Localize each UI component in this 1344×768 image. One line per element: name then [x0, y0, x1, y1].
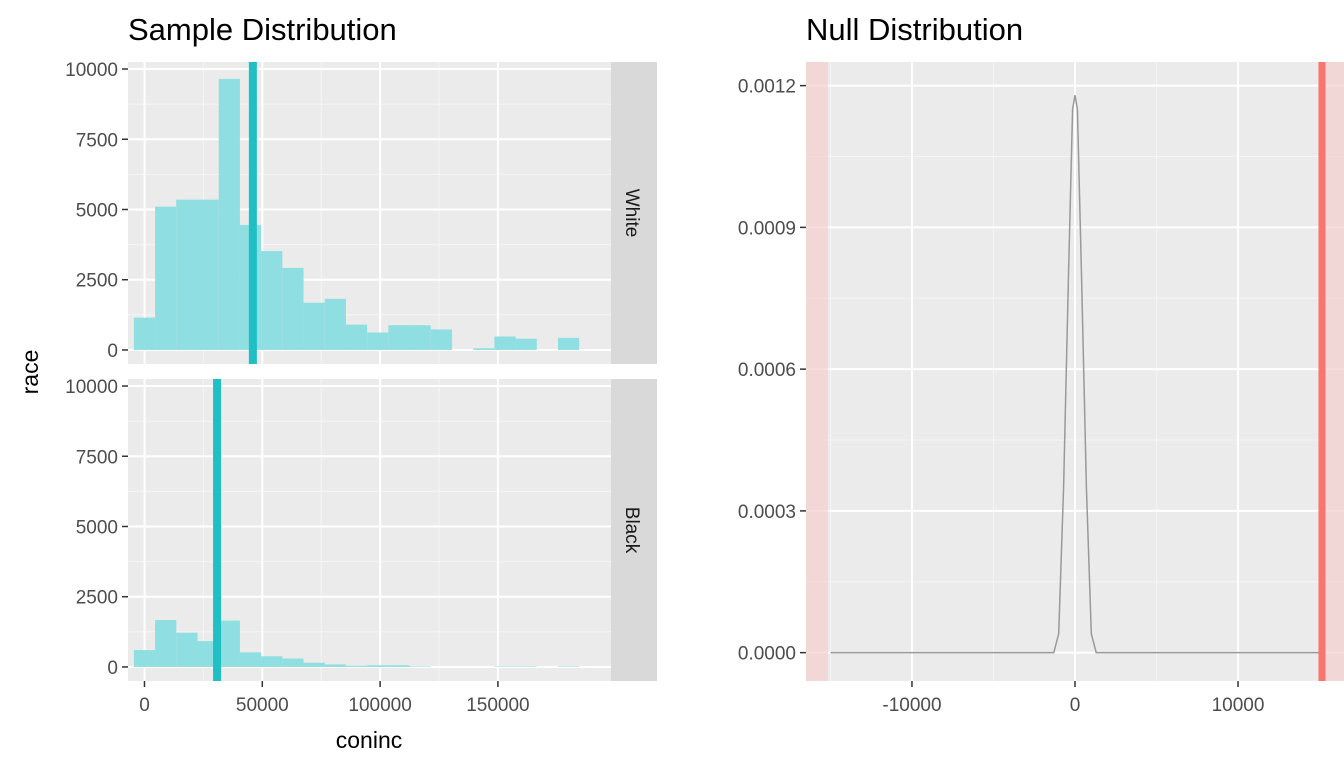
histogram-bar-black [345, 665, 368, 667]
strip-black-bg [611, 379, 657, 681]
y-tick-label: 0 [107, 341, 118, 362]
histogram-bar-black [218, 620, 240, 667]
x-tick-label: 10000 [1212, 695, 1265, 716]
mean-line-white [248, 62, 257, 364]
histogram-bar-black [239, 652, 262, 667]
facet-panel-white: 0 2500 5000 7500 10000 [65, 60, 611, 364]
histogram-bar-black [282, 658, 304, 667]
histogram-bar-white [261, 251, 283, 350]
density-line [830, 94, 1320, 654]
histogram-bar-white [282, 267, 304, 350]
sample-y-axis-title: race [17, 350, 43, 395]
x-tick-label: 150000 [466, 695, 529, 716]
x-tick-label: 50000 [236, 695, 289, 716]
histogram-bar-black [324, 664, 346, 667]
x-tick-label: -10000 [882, 695, 941, 716]
x-tick-label: 100000 [348, 695, 411, 716]
x-tick-label: 0 [1070, 695, 1081, 716]
facet-panel-black: 0 2500 5000 7500 10000 [65, 377, 611, 681]
histogram-bar-white [303, 302, 325, 350]
shaded-region-right [1321, 62, 1344, 681]
mean-line-black [213, 379, 222, 681]
histogram-bar-white [557, 337, 580, 350]
histogram-bar-white [176, 199, 198, 350]
histogram-bar-white [155, 206, 177, 350]
y-tick-label: 7500 [76, 130, 118, 151]
sample-chart-title: Sample Distribution [128, 12, 397, 47]
histogram-bar-white [324, 298, 346, 350]
histogram-bar-white [345, 324, 368, 350]
y-tick-label: 0.0009 [738, 218, 796, 239]
histogram-bar-white [218, 78, 240, 350]
histogram-bar-white [515, 338, 537, 350]
strip-white-bg [611, 62, 657, 364]
histogram-bar-white [133, 317, 156, 350]
histogram-bar-white [388, 325, 410, 350]
null-chart-title: Null Distribution [806, 12, 1023, 47]
y-tick-label: 0.0012 [738, 77, 796, 98]
y-tick-label: 2500 [76, 588, 118, 609]
histogram-bar-white [430, 329, 452, 350]
y-tick-label: 2500 [76, 271, 118, 292]
histogram-bar-white [367, 332, 389, 350]
strip-label-white: White [621, 189, 642, 238]
histogram-bar-black [303, 662, 325, 667]
panel-background [128, 379, 611, 681]
histogram-bar-white [409, 325, 431, 350]
y-tick-label: 0.0000 [738, 644, 796, 665]
histogram-bar-white [494, 336, 516, 350]
y-tick-label: 5000 [76, 517, 118, 538]
histogram-bar-black [409, 666, 431, 667]
histogram-bar-black [388, 665, 410, 667]
y-tick-label: 10000 [65, 377, 118, 398]
histogram-bar-black [261, 656, 283, 667]
null-distribution-panel: 0.0000 0.0003 0.0006 0.0009 0.0012 -10000 0 100… [738, 62, 1344, 716]
sample-x-axis: 0 50000 100000 150000 [139, 681, 530, 716]
y-tick-label: 0.0006 [738, 360, 796, 381]
histogram-bar-black [367, 665, 389, 667]
y-tick-label: 0 [107, 658, 118, 679]
histogram-bar-black [515, 666, 537, 667]
observed-stat-line [1318, 62, 1326, 681]
histogram-bar-black [155, 620, 177, 667]
y-tick-label: 7500 [76, 447, 118, 468]
x-tick-label: 0 [139, 695, 150, 716]
y-tick-label: 10000 [65, 60, 118, 81]
histogram-bar-white [197, 199, 219, 350]
strip-label-black: Black [621, 507, 642, 554]
histogram-bar-black [176, 632, 198, 667]
y-tick-label: 5000 [76, 200, 118, 221]
y-tick-label: 0.0003 [738, 502, 796, 523]
histogram-bar-black [494, 666, 516, 667]
sample-x-axis-title: coninc [336, 727, 402, 753]
shaded-region-left [806, 62, 829, 681]
histogram-bar-white [473, 348, 495, 350]
histogram-bar-black [133, 650, 156, 667]
histogram-bar-black [557, 666, 580, 667]
